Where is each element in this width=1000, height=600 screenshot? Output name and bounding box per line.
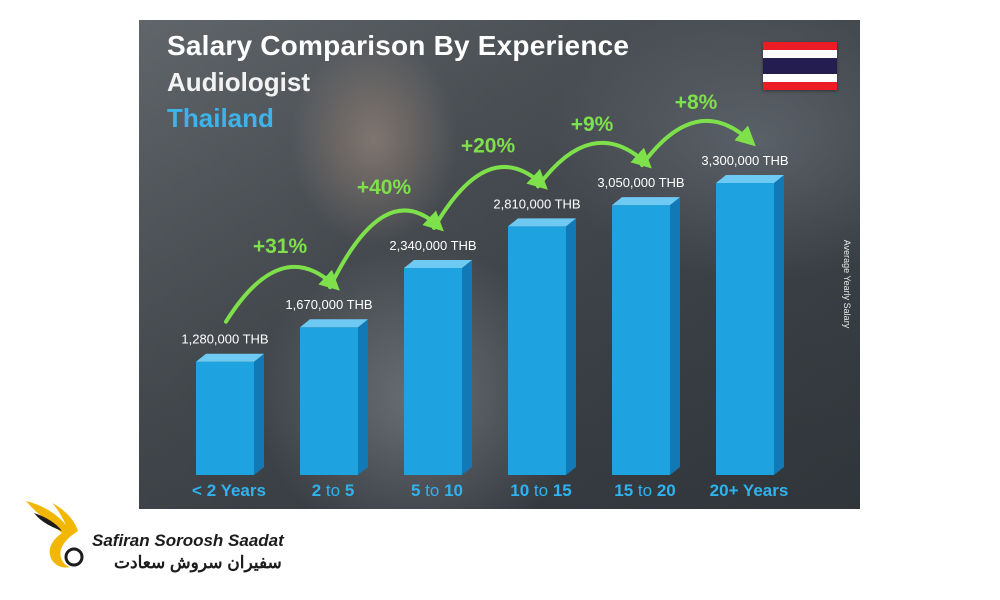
value-label: 2,340,000 THB (389, 238, 476, 253)
bar (196, 353, 264, 475)
bar-side (254, 353, 264, 475)
bar (716, 175, 784, 475)
bar-top (196, 353, 264, 362)
value-label: 2,810,000 THB (493, 196, 580, 211)
bar-top (404, 259, 472, 268)
bar-side (774, 175, 784, 475)
category-label: 15 to 20 (614, 481, 675, 500)
bar-chart: +31% +40% +20% +9% +8% 1,280,000 THB < 2 Year… (181, 91, 789, 500)
bar-top (508, 218, 576, 227)
value-label: 1,280,000 THB (181, 332, 268, 347)
growth-label: +40% (357, 176, 412, 199)
thailand-flag-icon (763, 42, 837, 90)
bar-top (716, 175, 784, 183)
value-label: 3,300,000 THB (701, 153, 788, 168)
bar-side (670, 197, 680, 475)
value-label: 1,670,000 THB (285, 297, 372, 312)
bar-front (300, 327, 358, 475)
growth-arrow (328, 208, 444, 290)
category-label: < 2 Years (192, 481, 266, 500)
bar-front (612, 205, 670, 475)
growth-arrow (640, 118, 756, 168)
bar (404, 259, 472, 475)
bar (508, 218, 576, 475)
country-label: Thailand (167, 103, 274, 133)
growth-arrow (224, 264, 340, 324)
growth-arrow (432, 165, 548, 230)
bar-front (404, 267, 462, 475)
swallow-logo-icon (26, 501, 84, 568)
growth-label: +20% (461, 134, 516, 157)
bar-front (196, 361, 254, 475)
value-label: 3,050,000 THB (597, 175, 684, 190)
growth-arrow (536, 140, 652, 189)
category-label: 10 to 15 (510, 481, 571, 500)
brand-name-persian: سفیران سروش سعادت (114, 553, 282, 572)
category-label: 2 to 5 (312, 481, 355, 500)
bar-top (300, 319, 368, 328)
category-label: 5 to 10 (411, 481, 463, 500)
bar-top (612, 197, 680, 206)
growth-label: +8% (675, 91, 718, 114)
category-label: 20+ Years (710, 481, 789, 500)
y-axis-label: Average Yearly Salary (842, 239, 852, 329)
growth-label: +9% (571, 113, 614, 136)
brand-logo: Safiran Soroosh Saadat سفیران سروش سعادت (22, 495, 322, 585)
brand-name-english: Safiran Soroosh Saadat (92, 531, 284, 550)
bar-front (508, 226, 566, 475)
growth-label: +31% (253, 235, 308, 258)
bar-side (566, 218, 576, 475)
chart-subtitle: Audiologist (167, 67, 310, 97)
bar-side (358, 319, 368, 475)
chart-panel: Salary Comparison By Experience Audiolog… (139, 20, 860, 509)
bar-front (716, 183, 774, 475)
chart-title: Salary Comparison By Experience (167, 30, 630, 61)
bar (300, 319, 368, 475)
bar-side (462, 259, 472, 475)
bar (612, 197, 680, 475)
